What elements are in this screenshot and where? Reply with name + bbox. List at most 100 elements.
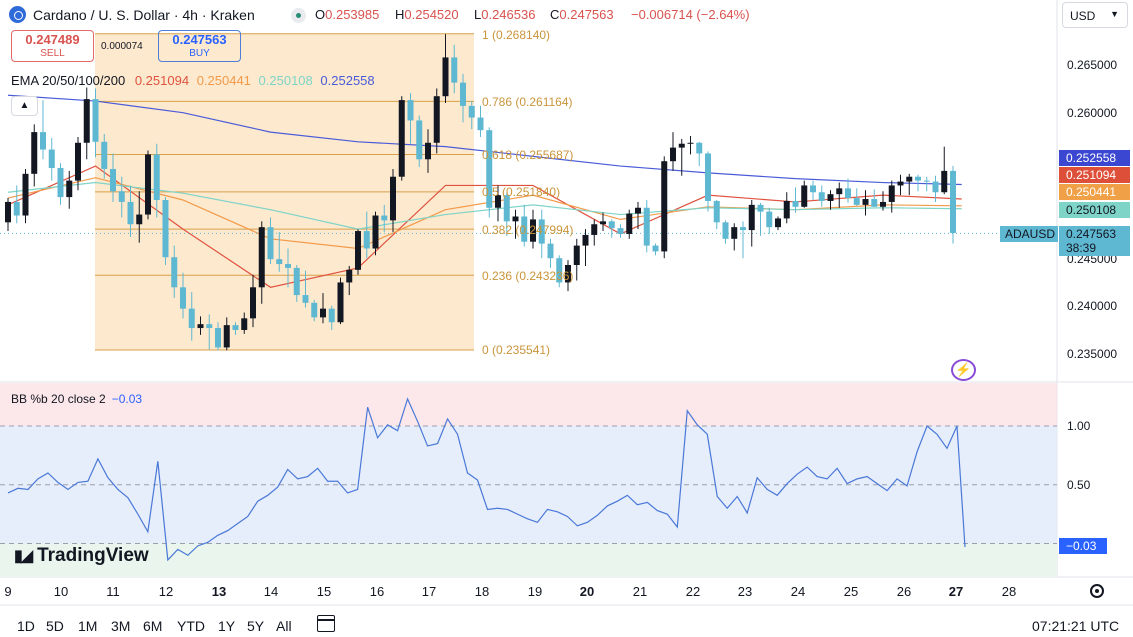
- settings-gear-icon[interactable]: [1090, 584, 1104, 598]
- ohlc-high: H0.254520: [395, 7, 459, 22]
- candle-body: [565, 264, 571, 283]
- tradingview-logo: ▮◢ TradingView: [14, 545, 149, 567]
- candle-body: [775, 218, 781, 228]
- candle-body: [705, 153, 711, 201]
- time-tick: 24: [790, 584, 806, 599]
- timeframe-1d-button[interactable]: 1D: [17, 618, 35, 634]
- price-tick: 0.240000: [1067, 299, 1118, 313]
- candle-body: [320, 308, 326, 318]
- ohlc-low-value: 0.246536: [481, 7, 536, 22]
- time-tick: 17: [421, 584, 437, 599]
- ohlc-open-key: O: [315, 7, 326, 22]
- candle-body: [906, 176, 913, 182]
- fib-label-0618: 0.618 (0.255687): [482, 148, 574, 162]
- candle-body: [871, 199, 878, 207]
- time-tick: 27: [948, 584, 964, 599]
- candle-body: [687, 142, 694, 144]
- timeframe-all-button[interactable]: All: [276, 618, 292, 634]
- candle-body: [66, 180, 73, 198]
- candle-body: [302, 295, 309, 303]
- candle-body: [232, 325, 239, 330]
- time-tick: 21: [632, 584, 648, 599]
- bb-percent-line: [7, 397, 966, 562]
- calendar-icon[interactable]: [317, 615, 335, 632]
- collapse-legend-button[interactable]: ▲: [11, 96, 38, 116]
- candle-body: [713, 200, 720, 223]
- candle-body: [696, 142, 703, 154]
- candle-body: [407, 100, 414, 121]
- ema-legend[interactable]: EMA 20/50/100/200 0.251094 0.250441 0.25…: [11, 73, 375, 88]
- candle-body: [748, 204, 755, 231]
- sell-price: 0.247489: [25, 32, 80, 47]
- candle-body: [827, 194, 834, 201]
- candle-body: [670, 147, 676, 162]
- cardano-logo-icon: [9, 6, 26, 23]
- ema-20-value: 0.251094: [134, 73, 190, 88]
- timeframe-6m-button[interactable]: 6M: [143, 618, 163, 634]
- candle-body: [810, 185, 816, 193]
- candle-body: [433, 96, 440, 143]
- candle-body: [398, 100, 405, 177]
- timeframe-5d-button[interactable]: 5D: [46, 618, 64, 634]
- candle-body: [678, 143, 685, 148]
- sell-button[interactable]: 0.247489 SELL: [11, 30, 94, 62]
- candle-body: [372, 215, 379, 249]
- time-tick: 9: [4, 584, 12, 599]
- candle-body: [486, 130, 493, 208]
- candle-body: [13, 201, 20, 216]
- last-price-badge: 0.247563 38:39: [1059, 226, 1130, 256]
- candle-body: [915, 176, 921, 181]
- chart-header: Cardano / U. S. Dollar · 4h · Kraken O 0.…: [0, 0, 1133, 30]
- clock[interactable]: 07:21:21 UTC: [1032, 618, 1120, 634]
- market-status-icon[interactable]: [291, 8, 306, 23]
- time-tick: 22: [685, 584, 701, 599]
- ema-200-value: 0.252558: [320, 73, 375, 88]
- candle-body: [337, 282, 344, 323]
- candle-body: [118, 191, 125, 202]
- bb-legend[interactable]: BB %b 20 close 2 −0.03: [11, 392, 142, 406]
- candle-body: [582, 234, 589, 246]
- candle-body: [215, 328, 221, 348]
- ema-50-value: 0.250441: [196, 73, 251, 88]
- time-tick: 15: [316, 584, 332, 599]
- lightning-icon[interactable]: ⚡: [951, 359, 976, 381]
- candle-body: [801, 185, 808, 207]
- ema-100-value: 0.250108: [258, 73, 313, 88]
- candle-body: [40, 132, 46, 150]
- candle-body: [363, 231, 370, 249]
- timeframe-1m-button[interactable]: 1M: [78, 618, 98, 634]
- timeframe-1y-button[interactable]: 1Y: [218, 618, 236, 634]
- ohlc-low: L0.246536: [474, 7, 535, 22]
- candle-body: [740, 227, 746, 231]
- ohlc-change: −0.006714 (−2.64%): [631, 7, 750, 22]
- timeframe-5y-button[interactable]: 5Y: [247, 618, 265, 634]
- fib-label-0: 0 (0.235541): [482, 343, 551, 357]
- currency-select[interactable]: USD ▼: [1062, 2, 1128, 28]
- ohlc-close-key: C: [550, 7, 560, 22]
- candle-body: [267, 227, 274, 260]
- candle-body: [31, 132, 38, 174]
- candle-body: [171, 257, 178, 288]
- sell-label: SELL: [40, 48, 65, 59]
- price-tick: 0.265000: [1067, 58, 1118, 72]
- candle-body: [346, 269, 353, 283]
- candle-body: [818, 192, 825, 201]
- time-tick: 14: [263, 584, 279, 599]
- candle-body: [153, 154, 160, 200]
- price-tick: 0.260000: [1067, 106, 1118, 120]
- timeframe-ytd-button[interactable]: YTD: [177, 618, 205, 634]
- ema-50-badge: 0.250441: [1059, 184, 1130, 200]
- candle-body: [145, 154, 151, 215]
- candle-body: [792, 200, 799, 207]
- time-tick: 25: [843, 584, 859, 599]
- candle-body: [180, 287, 186, 309]
- buy-button[interactable]: 0.247563 BUY: [158, 30, 241, 62]
- symbol-title[interactable]: Cardano / U. S. Dollar · 4h · Kraken: [33, 7, 255, 23]
- ema-20-badge: 0.251094: [1059, 167, 1130, 183]
- candle-body: [92, 99, 99, 142]
- candle-body: [276, 259, 283, 265]
- candle-body: [950, 170, 956, 233]
- last-price: 0.247563: [1066, 227, 1117, 241]
- timeframe-3m-button[interactable]: 3M: [111, 618, 131, 634]
